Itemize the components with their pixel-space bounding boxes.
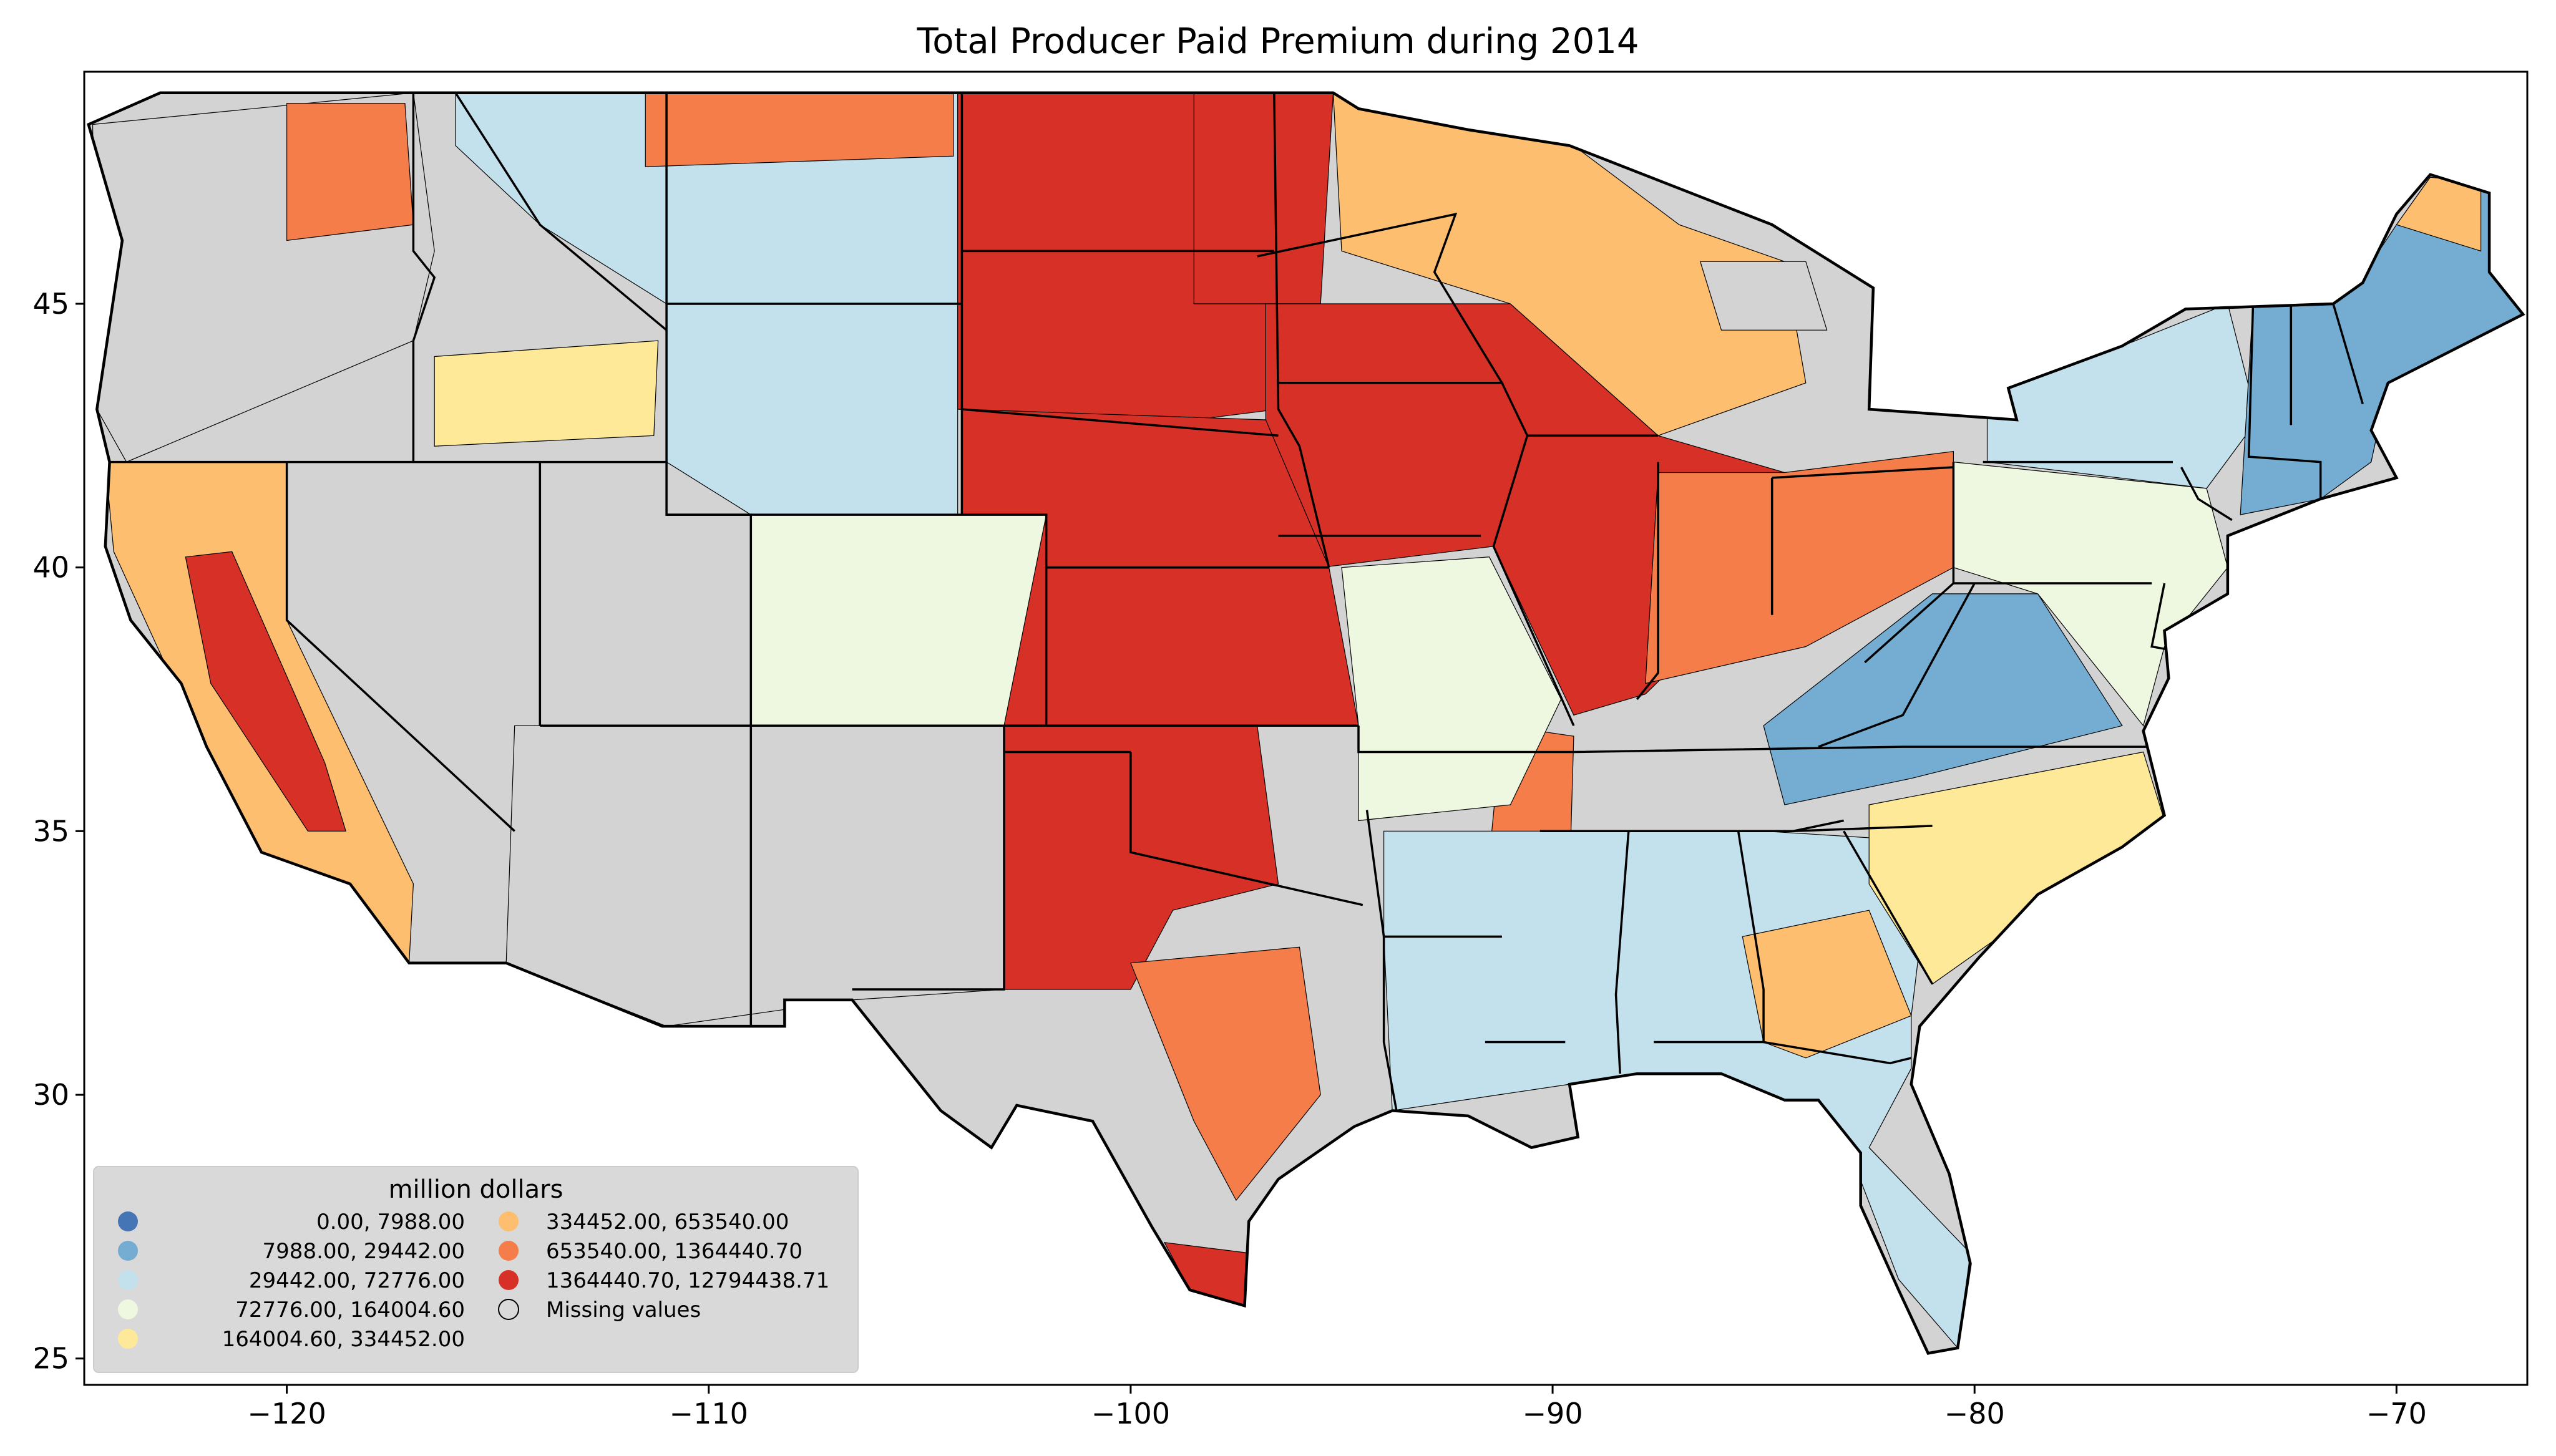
- y-tick-label: 45: [32, 287, 69, 321]
- region-southwest-desert: [505, 725, 1005, 1027]
- state-line: [1843, 830, 1934, 985]
- state-line: [454, 92, 668, 331]
- legend-label: 653540.00, 1364440.70: [546, 1239, 802, 1264]
- state-line: [1357, 726, 1574, 754]
- state-boundaries: [109, 92, 2364, 1111]
- state-line: [666, 513, 1048, 726]
- legend-swatch: [118, 1211, 138, 1231]
- legend-box: [93, 1166, 859, 1373]
- region-appalachia: [1763, 593, 2123, 805]
- legend-swatch: [118, 1241, 138, 1261]
- legend-swatch: [118, 1299, 138, 1319]
- legend-swatch: [499, 1270, 519, 1290]
- region-montana-hi-line: [645, 92, 954, 167]
- state-line: [1636, 462, 1659, 701]
- state-line: [1614, 831, 1630, 1074]
- state-line: [285, 462, 515, 832]
- region-colorado-plateau: [750, 514, 1047, 726]
- state-line: [2180, 467, 2233, 522]
- legend-label: Missing values: [546, 1298, 701, 1323]
- legend-label: 0.00, 7988.00: [316, 1210, 465, 1235]
- x-tick-label: −70: [2366, 1397, 2427, 1430]
- x-tick-label: −100: [1091, 1397, 1170, 1430]
- state-line: [1654, 831, 1765, 1044]
- legend-label: 1364440.70, 12794438.71: [546, 1268, 829, 1293]
- counties-choropleth: [88, 92, 2524, 1354]
- region-upper-great-lakes: [1332, 92, 1807, 436]
- region-fills: [92, 92, 2524, 1349]
- y-tick-label: 30: [32, 1078, 69, 1112]
- region-central-valley: [185, 551, 347, 832]
- legend-label: 164004.60, 334452.00: [222, 1327, 465, 1352]
- national-outline: [87, 91, 2525, 1355]
- state-line: [1129, 752, 1363, 906]
- axes-frame: [83, 70, 2529, 1386]
- x-tick-label: −80: [1944, 1397, 2005, 1430]
- y-tick-label: 25: [32, 1342, 69, 1376]
- state-line: [1818, 583, 1976, 748]
- state-line: [1793, 819, 1844, 833]
- state-line: [2332, 303, 2364, 405]
- legend-swatch: [118, 1329, 138, 1349]
- region-texas-blackland: [1130, 946, 1321, 1201]
- state-line: [2247, 303, 2322, 499]
- y-tick-label: 40: [32, 551, 69, 585]
- region-northern-michigan: [1699, 261, 1828, 331]
- state-line: [1257, 212, 1505, 384]
- region-snake-river-plain: [434, 340, 659, 447]
- state-line: [962, 408, 1279, 437]
- chart-title: Total Producer Paid Premium during 2014: [917, 21, 1639, 62]
- state-line: [412, 92, 436, 462]
- state-line: [1492, 382, 1575, 727]
- legend: million dollars 0.00, 7988.00 7988.00, 294…: [93, 1166, 859, 1373]
- region-mid-atlantic: [1953, 461, 2228, 727]
- x-tick-label: −110: [670, 1397, 748, 1430]
- y-tick-label: 35: [32, 814, 69, 848]
- state-line: [852, 726, 1005, 991]
- legend-swatch: [498, 1299, 519, 1320]
- legend-title: million dollars: [389, 1175, 563, 1204]
- legend-label: 72776.00, 164004.60: [235, 1298, 465, 1323]
- region-red-river-valley: [1193, 92, 1334, 304]
- x-tick-label: −90: [1523, 1397, 1583, 1430]
- legend-swatch: [118, 1270, 138, 1290]
- region-palouse: [286, 103, 414, 241]
- legend-label: 29442.00, 72776.00: [249, 1268, 465, 1293]
- state-line: [1864, 582, 1954, 664]
- region-wyoming: [666, 303, 958, 515]
- state-line: [1763, 1041, 1912, 1065]
- state-line: [1573, 745, 2148, 754]
- state-line: [1382, 936, 1398, 1111]
- region-southern-georgia: [1742, 910, 1912, 1059]
- legend-swatch: [499, 1241, 519, 1261]
- state-line: [1772, 466, 1954, 479]
- axis-ticks: −120 −110 −100 −90 −80 −70 25 30 35 40 45: [32, 287, 2426, 1430]
- legend-swatch: [499, 1211, 519, 1231]
- state-line: [1273, 92, 1330, 568]
- legend-label: 334452.00, 653540.00: [546, 1210, 789, 1235]
- legend-label: 7988.00, 29442.00: [263, 1239, 465, 1264]
- x-tick-label: −120: [247, 1397, 326, 1430]
